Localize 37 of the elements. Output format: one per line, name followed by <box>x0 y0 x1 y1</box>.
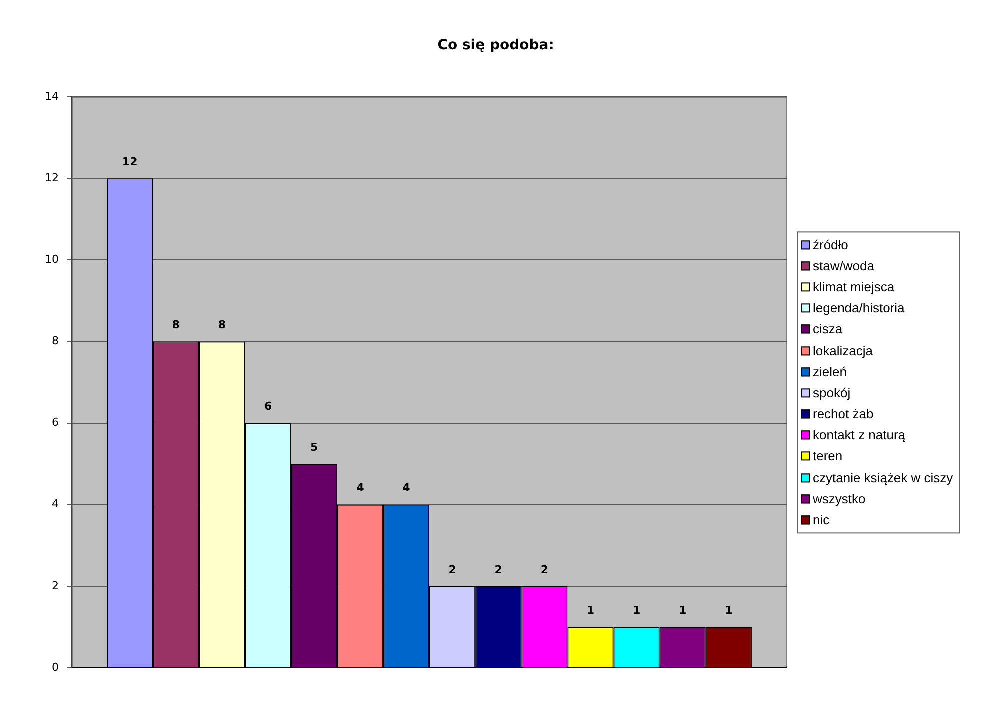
y-tick-label: 8 <box>52 334 59 348</box>
y-tick-label: 6 <box>52 416 59 430</box>
legend-label: lokalizacja <box>813 343 873 358</box>
data-label: 4 <box>356 482 365 495</box>
data-label: 8 <box>218 318 226 332</box>
legend-label: klimat miejsca <box>813 280 895 295</box>
legend-label: staw/woda <box>813 258 874 274</box>
legend-label: czytanie książek w ciszy <box>813 470 954 486</box>
y-tick-label: 0 <box>52 660 59 674</box>
data-label: 8 <box>172 318 180 332</box>
legend-label: źródło <box>813 237 848 252</box>
data-label: 1 <box>586 604 595 618</box>
data-label: 5 <box>310 440 318 454</box>
y-tick-label: 14 <box>45 90 59 103</box>
data-label: 12 <box>122 155 138 168</box>
legend-label: wszystko <box>813 492 866 507</box>
legend-label: teren <box>813 449 843 464</box>
data-label: 2 <box>448 563 456 576</box>
data-label: 1 <box>679 604 687 618</box>
legend-label: spokój <box>813 386 851 401</box>
y-tick-label: 12 <box>45 171 59 184</box>
legend-label: kontakt z naturą <box>813 428 906 443</box>
legend-label: rechot żab <box>813 406 874 422</box>
data-label: 6 <box>264 400 272 414</box>
y-tick-label: 2 <box>52 579 59 592</box>
data-label: 2 <box>494 563 502 576</box>
y-tick-label: 10 <box>45 253 59 266</box>
legend-label: legenda/historia <box>813 300 905 316</box>
data-label: 1 <box>632 604 641 618</box>
chart-title: Co się podoba: <box>438 38 554 54</box>
data-label: 2 <box>540 563 548 576</box>
y-tick-label: 4 <box>52 498 59 511</box>
data-label: 4 <box>402 482 411 495</box>
legend-label: nic <box>813 512 830 528</box>
legend-label: cisza <box>813 322 843 338</box>
data-label: 1 <box>725 604 733 618</box>
legend-label: zieleń <box>813 364 847 380</box>
